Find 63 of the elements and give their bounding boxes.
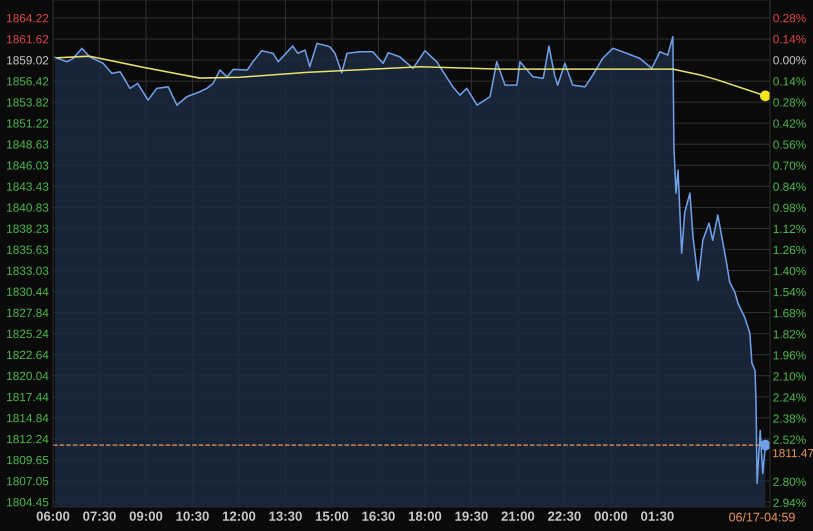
- y2-tick-label: 1.96%: [774, 351, 806, 360]
- y2-tick-label: 1.82%: [774, 330, 806, 338]
- y2-tick-label: 1.12%: [774, 224, 806, 234]
- x-tick-label: 00:00: [594, 512, 628, 521]
- x-tick-label: 01:30: [641, 512, 674, 521]
- y-tick-label: 1864.22: [7, 14, 48, 22]
- y2-tick-label: 1.68%: [774, 308, 806, 318]
- y-tick-label: 1825.24: [7, 330, 48, 338]
- y-tick-label: 1827.84: [7, 308, 48, 317]
- y-tick-label: 1830.44: [7, 288, 48, 296]
- y2-tick-label: 0.00%: [773, 56, 806, 64]
- x-tick-label: 19:30: [455, 512, 488, 521]
- y2-tick-label: 2.24%: [773, 393, 806, 402]
- y-tick-label: 1820.04: [7, 372, 48, 380]
- y2-tick-label: 0.14%: [773, 35, 806, 44]
- y-tick-label: 1840.83: [7, 203, 48, 212]
- y2-tick-label: 1.54%: [774, 288, 806, 296]
- y-tick-label: 1846.03: [7, 161, 48, 170]
- y2-tick-label: 2.10%: [773, 372, 806, 381]
- y-tick-label: 1851.22: [7, 119, 48, 128]
- y2-tick-label: 2.94%: [773, 498, 806, 508]
- y2-tick-label: 2.38%: [773, 414, 806, 423]
- y-tick-label: 1812.24: [7, 434, 48, 444]
- y2-tick-label: 0.98%: [773, 204, 806, 212]
- y-tick-label: 1835.63: [7, 246, 48, 254]
- y-tick-label: 1807.05: [7, 476, 48, 486]
- ref-line-label: 1811.47: [773, 448, 813, 458]
- y-tick-label: 1859.02: [7, 56, 48, 64]
- y2-tick-label: 2.80%: [773, 478, 806, 486]
- y2-tick-label: 2.52%: [773, 435, 806, 444]
- y-tick-label: 1822.64: [7, 350, 48, 360]
- y2-tick-label: 0.70%: [773, 161, 806, 170]
- y-tick-label: 1853.82: [7, 98, 48, 107]
- x-tick-label: 10:30: [176, 512, 209, 521]
- y2-tick-label: 0.84%: [773, 182, 806, 191]
- x-tick-label: 13:30: [269, 512, 302, 521]
- y-tick-label: 1838.23: [7, 224, 48, 233]
- text: 06/17-04:59: [729, 512, 795, 522]
- y-tick-label: 1809.65: [7, 456, 48, 464]
- y2-tick-label: 0.56%: [773, 140, 806, 149]
- y-tick-label: 1861.62: [7, 35, 48, 44]
- y-tick-label: 1814.84: [7, 414, 48, 422]
- y-tick-label: 1843.43: [7, 182, 48, 191]
- x-tick-label: 12:00: [222, 512, 256, 521]
- x-tick-label: 22:30: [548, 512, 581, 521]
- y2-tick-label: 0.28%: [773, 98, 806, 107]
- y-tick-label: 1817.44: [7, 392, 48, 402]
- x-tick-label: 18:00: [408, 512, 442, 521]
- y-tick-label: 1848.63: [7, 140, 48, 149]
- y-tick-label: 1856.42: [7, 77, 48, 86]
- x-tick-label: 07:30: [83, 512, 116, 521]
- y2-tick-label: 0.42%: [773, 119, 806, 128]
- y-tick-label: 1833.03: [7, 266, 48, 275]
- y2-tick-label: 1.26%: [774, 246, 806, 254]
- y2-tick-label: 0.28%: [773, 14, 806, 22]
- x-tick-label: 09:00: [130, 512, 162, 521]
- y2-tick-label: 1.40%: [774, 266, 806, 276]
- y2-tick-label: 0.14%: [773, 77, 806, 86]
- x-tick-label: 15:00: [316, 512, 348, 521]
- x-tick-label: 16:30: [362, 512, 395, 521]
- x-tick-label: 06:00: [36, 512, 70, 521]
- x-tick-label: 21:00: [502, 512, 534, 521]
- y-tick-label: 1804.45: [7, 498, 48, 506]
